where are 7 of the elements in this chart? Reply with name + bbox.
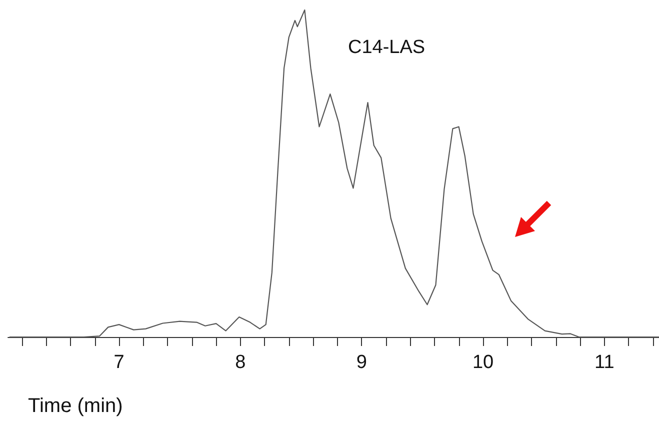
x-tick-label: 7 [114,352,124,373]
x-tick-label: 9 [356,352,367,373]
x-tick-label: 10 [472,352,494,373]
x-tick-label: 11 [594,352,614,373]
x-axis-title: Time (min) [28,395,123,417]
x-tick-label: 8 [235,352,246,373]
annotation: C14-LAS [348,37,426,58]
